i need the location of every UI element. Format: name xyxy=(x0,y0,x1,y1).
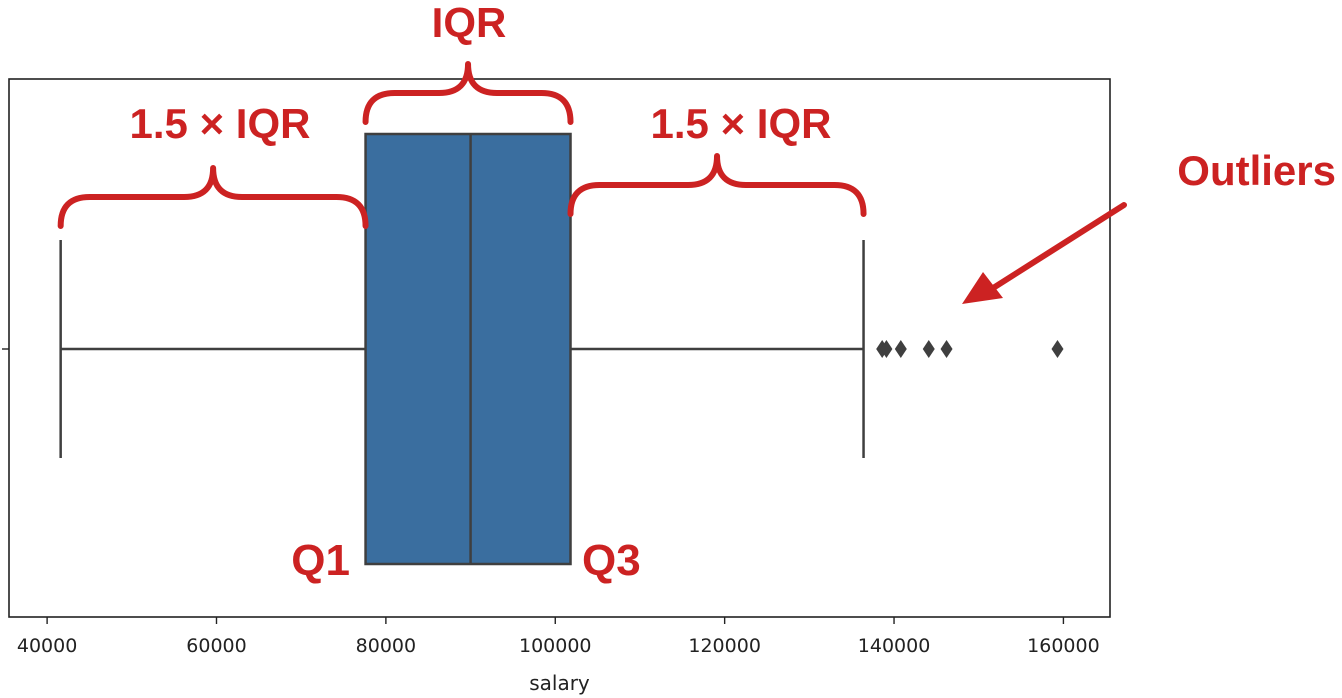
x-tick-label: 80000 xyxy=(356,635,416,657)
x-tick-label: 160000 xyxy=(1027,635,1100,657)
iqr-brace xyxy=(362,61,574,125)
q3-label: Q3 xyxy=(582,536,641,585)
iqr-label: IQR xyxy=(432,0,507,46)
plot-frame xyxy=(8,78,1111,618)
left-range-brace xyxy=(57,165,369,229)
outlier-point xyxy=(894,340,907,358)
outliers-arrow-head xyxy=(962,272,1003,304)
x-axis-title: salary xyxy=(529,671,590,695)
x-tick-label: 120000 xyxy=(688,635,761,657)
iqr-box xyxy=(364,132,572,566)
outliers-arrow-shaft xyxy=(987,202,1127,293)
outlier-point xyxy=(1051,340,1064,358)
outlier-point xyxy=(922,340,935,358)
x-tick-label: 40000 xyxy=(17,635,77,657)
x-tick-label: 100000 xyxy=(519,635,592,657)
q1-label: Q1 xyxy=(291,536,350,585)
right-range-brace xyxy=(567,153,867,217)
outlier-point xyxy=(880,340,893,358)
outliers-label: Outliers xyxy=(1177,147,1336,194)
left-range-label: 1.5 × IQR xyxy=(130,100,311,147)
right-range-label: 1.5 × IQR xyxy=(651,100,832,147)
outlier-point xyxy=(940,340,953,358)
x-tick-label: 140000 xyxy=(858,635,931,657)
x-tick-label: 60000 xyxy=(186,635,246,657)
